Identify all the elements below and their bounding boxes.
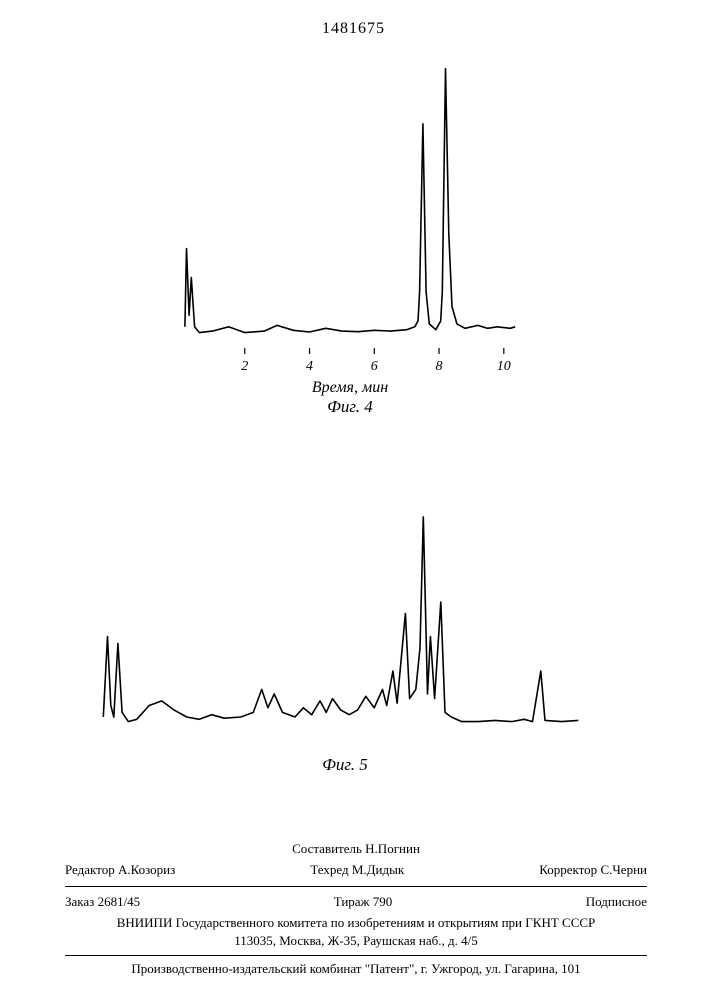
print-info-row: Заказ 2681/45 Тираж 790 Подписное [65, 891, 647, 914]
divider-1 [65, 886, 647, 887]
editor-cell: Редактор А.Козориз [65, 861, 175, 880]
corrector-cell: Корректор С.Черни [539, 861, 647, 880]
tech-cell: Техред М.Дидык [310, 861, 404, 880]
compiler-line: Составитель Н.Погнин [65, 840, 647, 859]
chromatogram-fig4: 2 4 6 8 10 [180, 60, 520, 374]
figure-4: 2 4 6 8 10 Время, мин Фиг. 4 [180, 60, 520, 417]
fig4-x-axis-label: Время, мин [180, 379, 520, 397]
fig4-caption: Фиг. 4 [180, 397, 520, 417]
print-run-cell: Тираж 790 [334, 893, 393, 912]
tech-label: Техред [310, 862, 348, 877]
svg-text:4: 4 [306, 359, 313, 374]
svg-text:6: 6 [371, 359, 378, 374]
page-number: 1481675 [0, 20, 707, 38]
svg-text:8: 8 [436, 359, 443, 374]
credits-row: Редактор А.Козориз Техред М.Дидык Коррек… [65, 859, 647, 882]
corrector-label: Корректор [539, 862, 597, 877]
producer-line: Производственно-издательский комбинат "П… [65, 960, 647, 979]
editor-label: Редактор [65, 862, 115, 877]
org-line-1: ВНИИПИ Государственного комитета по изоб… [65, 914, 647, 933]
compiler-label: Составитель [292, 841, 362, 856]
order-value: 2681/45 [98, 894, 141, 909]
tech-name: М.Дидык [352, 862, 404, 877]
print-run-label: Тираж [334, 894, 370, 909]
svg-text:2: 2 [241, 359, 248, 374]
figure-5: Фиг. 5 [95, 510, 595, 775]
order-label: Заказ [65, 894, 94, 909]
org-line-2: 113035, Москва, Ж-35, Раушская наб., д. … [65, 932, 647, 951]
order-cell: Заказ 2681/45 [65, 893, 140, 912]
corrector-name: С.Черни [600, 862, 647, 877]
print-run-value: 790 [373, 894, 393, 909]
compiler-name: Н.Погнин [365, 841, 420, 856]
chromatogram-fig5 [95, 510, 595, 746]
imprint-footer: Составитель Н.Погнин Редактор А.Козориз … [65, 840, 647, 979]
editor-name: А.Козориз [118, 862, 175, 877]
fig5-caption: Фиг. 5 [95, 755, 595, 775]
svg-text:10: 10 [497, 359, 511, 374]
divider-2 [65, 955, 647, 956]
subscription-cell: Подписное [586, 893, 647, 912]
